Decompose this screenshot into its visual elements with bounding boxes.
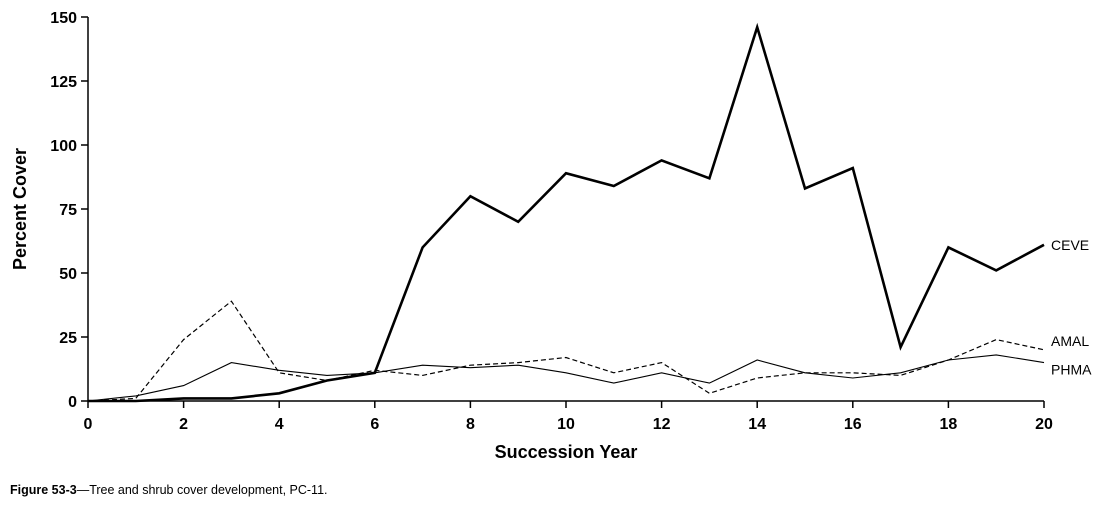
x-tick-label: 12 <box>653 416 671 433</box>
series-labels: CEVE AMAL PHMA <box>1051 237 1092 378</box>
x-tick-label: 8 <box>466 416 475 433</box>
series-label-ceve: CEVE <box>1051 237 1089 253</box>
series-line-phma <box>87 354 1045 402</box>
y-tick-label: 50 <box>59 266 77 283</box>
x-axis-title: Succession Year <box>495 442 638 462</box>
y-tick-label: 125 <box>50 74 77 91</box>
y-tick-label: 0 <box>68 394 77 411</box>
x-tick-label: 20 <box>1035 416 1053 433</box>
x-tick-label: 14 <box>748 416 766 433</box>
y-axis-ticks: 0 25 50 75 100 125 150 <box>50 10 88 411</box>
y-tick-label: 25 <box>59 330 77 347</box>
y-tick-label: 75 <box>59 202 77 219</box>
line-chart: 0 25 50 75 100 125 150 0 2 4 6 8 10 12 14 16 18 20 CEVE A… <box>10 10 1092 462</box>
y-tick-label: 100 <box>50 138 77 155</box>
plot-area: 0 25 50 75 100 125 150 0 2 4 6 8 10 12 14 16 18 20 CEVE A… <box>50 10 1092 433</box>
y-axis-title: Percent Cover <box>10 148 30 270</box>
x-tick-label: 16 <box>844 416 862 433</box>
figure-number: Figure 53-3 <box>10 483 77 497</box>
x-tick-label: 10 <box>557 416 575 433</box>
series-line-ceve <box>88 22 1045 403</box>
x-tick-label: 18 <box>940 416 958 433</box>
series-lines <box>87 22 1045 403</box>
figure-caption: Figure 53-3—Tree and shrub cover develop… <box>10 483 328 497</box>
x-tick-label: 2 <box>179 416 188 433</box>
series-line-amal <box>87 300 1045 402</box>
x-tick-label: 0 <box>84 416 93 433</box>
y-tick-label: 150 <box>50 10 77 27</box>
series-label-phma: PHMA <box>1051 362 1092 378</box>
x-tick-label: 6 <box>370 416 379 433</box>
x-tick-label: 4 <box>275 416 284 433</box>
x-axis-ticks: 0 2 4 6 8 10 12 14 16 18 20 <box>84 401 1053 433</box>
figure-caption-text: —Tree and shrub cover development, PC-11… <box>76 483 328 497</box>
series-label-amal: AMAL <box>1051 333 1089 349</box>
